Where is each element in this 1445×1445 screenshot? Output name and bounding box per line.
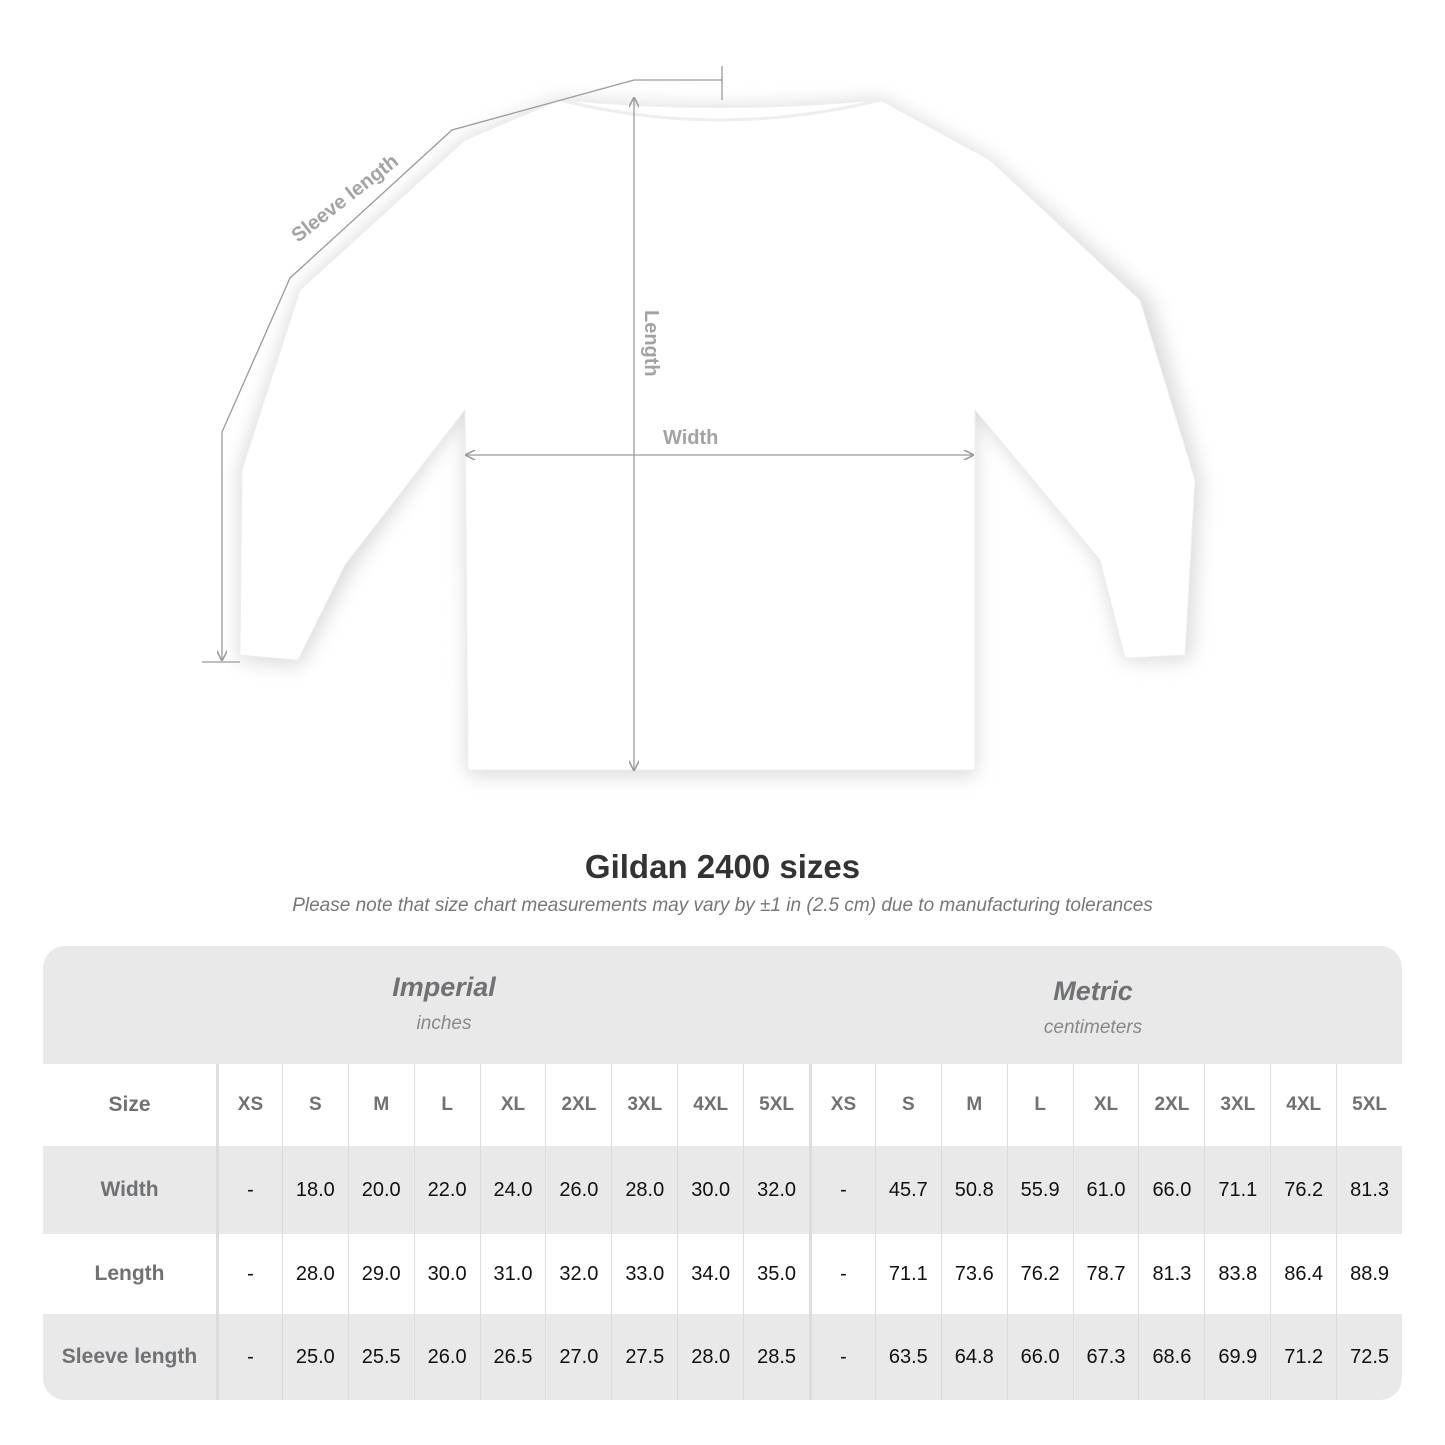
imperial-value: 29.0 bbox=[347, 1234, 414, 1314]
page-title: Gildan 2400 sizes bbox=[584, 848, 861, 885]
row-label: Width bbox=[100, 1178, 159, 1201]
metric-size-l: L bbox=[1006, 1064, 1073, 1146]
metric-value: 66.0 bbox=[1006, 1314, 1073, 1400]
imperial-value: 28.0 bbox=[677, 1314, 743, 1400]
sleeve-length-line bbox=[222, 79, 722, 660]
metric-value: 45.7 bbox=[874, 1146, 941, 1234]
imperial-size-5xl: 5XL bbox=[743, 1064, 809, 1146]
metric-size-xs: XS bbox=[809, 1064, 875, 1146]
imperial-value: 34.0 bbox=[677, 1234, 743, 1314]
metric-unit: centimeters bbox=[1043, 1017, 1143, 1038]
row-label: Length bbox=[94, 1262, 165, 1285]
metric-value: 76.2 bbox=[1270, 1146, 1336, 1234]
imperial-value: 26.0 bbox=[545, 1146, 611, 1234]
unit-header: Imperial inches Metric centimeters bbox=[43, 946, 1402, 1064]
metric-value: 67.3 bbox=[1072, 1314, 1139, 1400]
imperial-value: 22.0 bbox=[413, 1146, 480, 1234]
imperial-value: 32.0 bbox=[545, 1234, 611, 1314]
imperial-size-3xl: 3XL bbox=[611, 1064, 677, 1146]
imperial-value: 31.0 bbox=[479, 1234, 546, 1314]
row-label: Sleeve length bbox=[61, 1345, 198, 1368]
collar bbox=[559, 98, 881, 122]
metric-value: 86.4 bbox=[1270, 1234, 1336, 1314]
imperial-value: - bbox=[216, 1234, 282, 1314]
metric-value: 69.9 bbox=[1204, 1314, 1270, 1400]
metric-value: 55.9 bbox=[1006, 1146, 1073, 1234]
imperial-size-xl: XL bbox=[479, 1064, 546, 1146]
imperial-value: - bbox=[216, 1146, 282, 1234]
table-row: Width -18.0 20.0 22.0 24.0 26.0 28.0 30.0 32.0-4… bbox=[43, 1146, 1402, 1234]
imperial-value: 35.0 bbox=[743, 1234, 809, 1314]
metric-value: 83.8 bbox=[1204, 1234, 1270, 1314]
metric-title: Metric bbox=[1053, 976, 1133, 1006]
imperial-size-m: M bbox=[347, 1064, 414, 1146]
metric-value: 88.9 bbox=[1336, 1234, 1402, 1314]
imperial-value: 27.5 bbox=[611, 1314, 677, 1400]
metric-value: 72.5 bbox=[1336, 1314, 1402, 1400]
size-label: Size bbox=[108, 1093, 151, 1116]
imperial-unit: inches bbox=[416, 1013, 472, 1034]
imperial-size-s: S bbox=[281, 1064, 348, 1146]
imperial-value: 30.0 bbox=[677, 1146, 743, 1234]
metric-value: 63.5 bbox=[874, 1314, 941, 1400]
size-header-row: Size XS S M L XL 2XL 3XL 4XL 5XL XS S M L XL 2XL 3XL 4XL 5… bbox=[43, 1064, 1402, 1146]
metric-header: Metric centimeters bbox=[893, 976, 1293, 1039]
imperial-value: 30.0 bbox=[413, 1234, 480, 1314]
imperial-size-xs: XS bbox=[216, 1064, 282, 1146]
metric-value: 68.6 bbox=[1138, 1314, 1204, 1400]
imperial-value: 32.0 bbox=[743, 1146, 809, 1234]
long-sleeve-shirt-diagram: Sleeve length Length Width bbox=[202, 66, 1200, 775]
metric-size-4xl: 4XL bbox=[1270, 1064, 1336, 1146]
imperial-value: 26.0 bbox=[413, 1314, 480, 1400]
imperial-size-4xl: 4XL bbox=[677, 1064, 743, 1146]
metric-value: 71.1 bbox=[874, 1234, 941, 1314]
metric-value: 81.3 bbox=[1138, 1234, 1204, 1314]
imperial-value: 24.0 bbox=[479, 1146, 546, 1234]
metric-size-s: S bbox=[874, 1064, 941, 1146]
imperial-value: 26.5 bbox=[479, 1314, 546, 1400]
metric-value: 76.2 bbox=[1006, 1234, 1073, 1314]
metric-value: 71.1 bbox=[1204, 1146, 1270, 1234]
tolerance-note: Please note that size chart measurements… bbox=[292, 895, 1153, 916]
table-row: Sleeve length -25.0 25.5 26.0 26.5 27.0 27.5 28… bbox=[43, 1314, 1402, 1400]
metric-value: 61.0 bbox=[1072, 1146, 1139, 1234]
metric-value: 71.2 bbox=[1270, 1314, 1336, 1400]
metric-size-5xl: 5XL bbox=[1336, 1064, 1402, 1146]
metric-value: 66.0 bbox=[1138, 1146, 1204, 1234]
metric-value: 78.7 bbox=[1072, 1234, 1139, 1314]
imperial-value: 25.5 bbox=[347, 1314, 414, 1400]
metric-value: - bbox=[809, 1314, 875, 1400]
table-row: Length -28.0 29.0 30.0 31.0 32.0 33.0 34.0 35.0-… bbox=[43, 1234, 1402, 1314]
imperial-value: - bbox=[216, 1314, 282, 1400]
imperial-value: 28.0 bbox=[281, 1234, 348, 1314]
imperial-size-2xl: 2XL bbox=[545, 1064, 611, 1146]
imperial-value: 33.0 bbox=[611, 1234, 677, 1314]
imperial-value: 28.5 bbox=[743, 1314, 809, 1400]
metric-value: 73.6 bbox=[940, 1234, 1007, 1314]
metric-value: 81.3 bbox=[1336, 1146, 1402, 1234]
imperial-value: 27.0 bbox=[545, 1314, 611, 1400]
metric-value: - bbox=[809, 1146, 875, 1234]
imperial-header: Imperial inches bbox=[244, 972, 644, 1035]
imperial-value: 20.0 bbox=[347, 1146, 414, 1234]
imperial-value: 28.0 bbox=[611, 1146, 677, 1234]
imperial-value: 25.0 bbox=[281, 1314, 348, 1400]
metric-size-2xl: 2XL bbox=[1138, 1064, 1204, 1146]
size-table: Imperial inches Metric centimeters Size X… bbox=[43, 946, 1402, 1400]
metric-value: - bbox=[809, 1234, 875, 1314]
imperial-title: Imperial bbox=[392, 972, 496, 1002]
length-label: Length bbox=[640, 310, 662, 377]
width-label: Width bbox=[663, 427, 718, 449]
metric-value: 50.8 bbox=[940, 1146, 1007, 1234]
metric-value: 64.8 bbox=[940, 1314, 1007, 1400]
metric-size-3xl: 3XL bbox=[1204, 1064, 1270, 1146]
metric-size-m: M bbox=[940, 1064, 1007, 1146]
imperial-size-l: L bbox=[413, 1064, 480, 1146]
metric-size-xl: XL bbox=[1072, 1064, 1139, 1146]
imperial-value: 18.0 bbox=[281, 1146, 348, 1234]
